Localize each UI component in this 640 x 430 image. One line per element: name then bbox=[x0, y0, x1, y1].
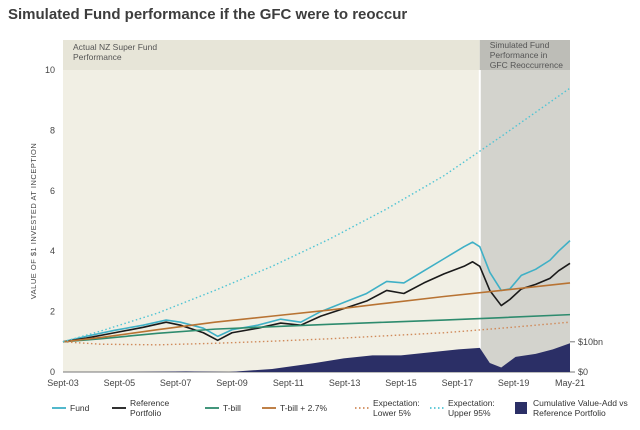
series-area-value-add bbox=[63, 343, 570, 372]
y-tick-label: 0 bbox=[50, 367, 55, 377]
legend-item: Fund bbox=[52, 403, 90, 413]
actual-header-band bbox=[63, 40, 480, 70]
series-line-t-bill bbox=[62, 313, 571, 343]
y-axis-label: VALUE OF $1 INVESTED AT INCEPTION bbox=[29, 143, 38, 300]
legend-item: T-bill + 2.7% bbox=[262, 403, 327, 413]
series-line-expectation-upper-95- bbox=[62, 87, 571, 343]
series-line-reference-portfolio bbox=[62, 260, 571, 343]
legend-label: T-bill + 2.7% bbox=[280, 403, 327, 413]
legend-swatch bbox=[515, 402, 527, 414]
legend-label: Expectation: Upper 95% bbox=[448, 398, 495, 418]
annotation-actual: Actual NZ Super Fund Performance bbox=[73, 42, 157, 62]
legend-label: Expectation: Lower 5% bbox=[373, 398, 420, 418]
legend-item: Reference Portfolio bbox=[112, 398, 169, 418]
x-tick-label: Sept-05 bbox=[104, 378, 136, 388]
legend-label: Reference Portfolio bbox=[130, 398, 169, 418]
y-tick-label: 8 bbox=[50, 125, 55, 135]
y-tick-label: 10 bbox=[45, 65, 55, 75]
x-tick-label: Sept-19 bbox=[498, 378, 530, 388]
legend-label: Fund bbox=[70, 403, 90, 413]
series-line-fund bbox=[62, 240, 571, 343]
y-tick-label: 4 bbox=[50, 246, 55, 256]
legend-item: Expectation: Upper 95% bbox=[430, 398, 495, 418]
x-tick-label: Sept-13 bbox=[329, 378, 361, 388]
annotation-simulated: Simulated Fund Performance in GFC Reoccurr… bbox=[490, 40, 563, 70]
legend-item: Cumulative Value-Add vs Reference Portfol… bbox=[515, 398, 628, 418]
legend-item: T-bill bbox=[205, 403, 241, 413]
x-tick-label: Sept-17 bbox=[442, 378, 474, 388]
x-tick-label: Sept-07 bbox=[160, 378, 192, 388]
simulated-header-band bbox=[479, 40, 570, 70]
y-tick-label: 2 bbox=[50, 307, 55, 317]
legend-item: Expectation: Lower 5% bbox=[355, 398, 420, 418]
series-line-t-bill-2-7- bbox=[62, 282, 571, 343]
x-tick-label: Sept-09 bbox=[216, 378, 248, 388]
simulated-region bbox=[479, 70, 570, 372]
x-tick-label: May-21 bbox=[555, 378, 585, 388]
chart-title: Simulated Fund performance if the GFC we… bbox=[8, 6, 408, 23]
x-tick-label: Sept-15 bbox=[385, 378, 417, 388]
secondary-axis-label-bottom: $0 bbox=[578, 367, 588, 377]
x-tick-label: Sept-03 bbox=[47, 378, 79, 388]
x-tick-label: Sept-11 bbox=[273, 378, 304, 388]
secondary-axis-label-top: $10bn bbox=[578, 337, 603, 347]
legend-label: Cumulative Value-Add vs Reference Portfol… bbox=[533, 398, 628, 418]
legend-label: T-bill bbox=[223, 403, 241, 413]
y-tick-label: 6 bbox=[50, 186, 55, 196]
